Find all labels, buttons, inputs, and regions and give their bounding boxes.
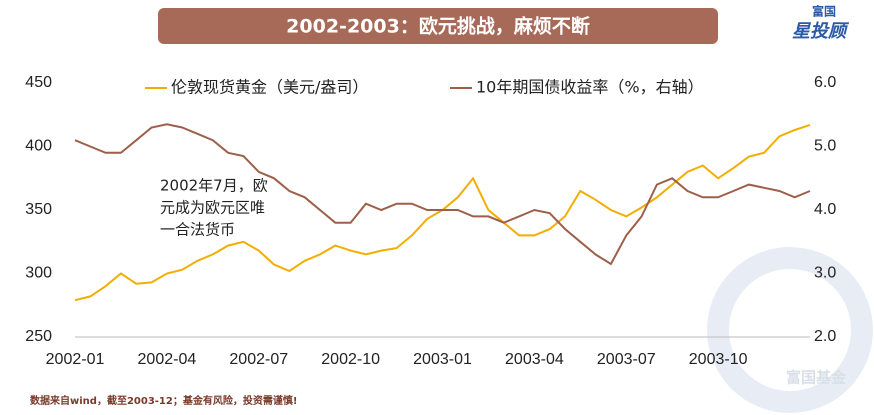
annotation: 2002年7月，欧 [160,177,268,195]
source-note: 数据来自wind，截至2003-12；基金有风险，投资需谨慎! [30,394,297,407]
x-tick-label: 2003-01 [413,351,472,368]
chart-title: 2002-2003：欧元挑战，麻烦不断 [286,15,590,38]
annotation: 一合法货币 [160,221,235,239]
x-tick-label: 2003-04 [505,351,564,368]
brand-top: 富国 [812,4,836,19]
legend-label: 伦敦现货黄金（美元/盎司） [171,78,368,97]
x-tick-label: 2003-10 [689,351,748,368]
x-tick-label: 2002-01 [46,351,105,368]
annotation: 元成为欧元区唯 [160,199,265,217]
y2-tick-label: 3.0 [814,265,836,282]
watermark-logo [707,247,873,413]
y2-tick-label: 4.0 [814,201,836,218]
y-tick-label: 450 [25,74,52,91]
y2-tick-label: 5.0 [814,138,836,155]
brand-main: 星投顾 [792,21,850,42]
y-tick-label: 400 [25,138,52,155]
x-tick-label: 2002-07 [229,351,288,368]
watermark: 富国基金 [786,369,847,387]
x-tick-label: 2003-07 [597,351,656,368]
y2-tick-label: 2.0 [814,328,836,345]
y-tick-label: 250 [25,328,52,345]
legend-label: 10年期国债收益率（%，右轴） [476,78,704,97]
y2-tick-label: 6.0 [814,74,836,91]
y-tick-label: 300 [25,265,52,282]
y-tick-label: 350 [25,201,52,218]
series-line [74,123,811,266]
x-tick-label: 2002-10 [321,351,380,368]
x-tick-label: 2002-04 [138,351,197,368]
title-banner [158,8,718,44]
